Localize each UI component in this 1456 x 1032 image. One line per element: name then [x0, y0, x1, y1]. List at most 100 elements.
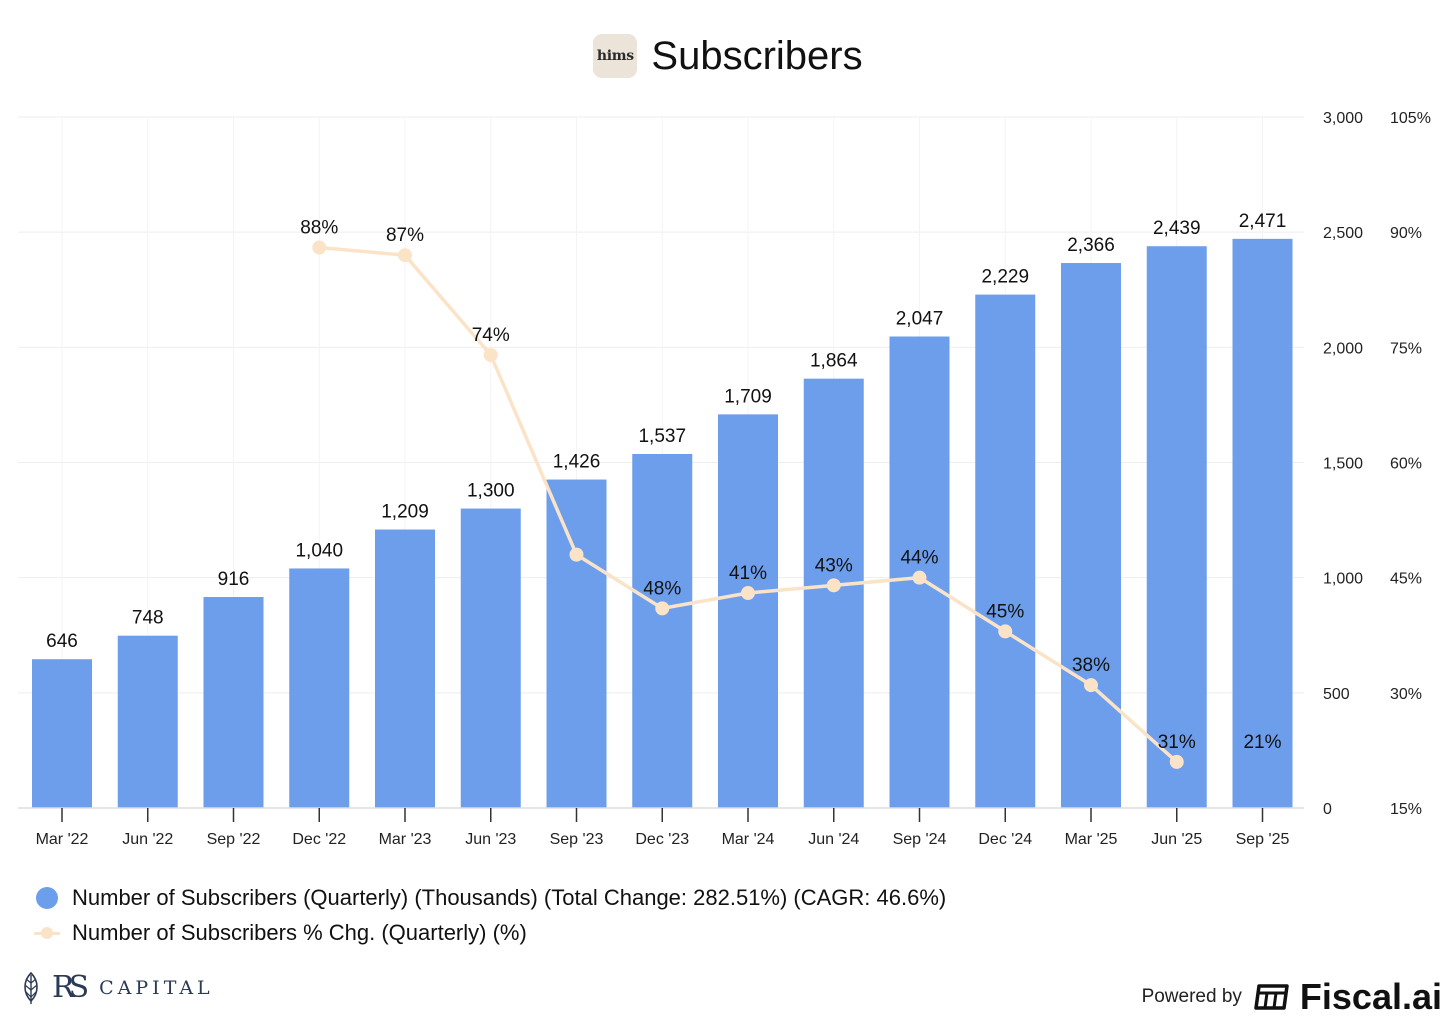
- bar-value-label: 916: [218, 569, 250, 590]
- bar: [1232, 238, 1293, 809]
- legend-marker-line: [34, 922, 60, 944]
- chart-header: hims Subscribers: [0, 28, 1456, 84]
- pct-change-label: 44%: [900, 548, 938, 569]
- pct-change-point: [741, 586, 755, 601]
- y-left-tick-label: 1,500: [1323, 456, 1363, 473]
- bar-value-label: 2,471: [1239, 211, 1287, 232]
- x-tick-label: Sep '22: [207, 831, 261, 848]
- pct-change-point: [1169, 754, 1184, 769]
- x-tick-label: Jun '22: [122, 831, 173, 848]
- bar: [117, 635, 178, 808]
- rs-mark: RS: [52, 970, 89, 1005]
- y-right-tick-label: 45%: [1390, 571, 1422, 588]
- x-tick-label: Jun '24: [808, 831, 859, 848]
- pct-change-label: 88%: [300, 218, 338, 239]
- bar-value-label: 1,537: [638, 426, 686, 447]
- bar: [203, 597, 264, 808]
- pct-change-point: [569, 547, 584, 562]
- bar-value-label: 2,366: [1067, 235, 1115, 256]
- pct-change-label: 31%: [1158, 732, 1196, 753]
- pct-change-label: 48%: [643, 578, 681, 599]
- x-tick-label: Dec '22: [292, 831, 346, 848]
- x-tick-label: Dec '23: [635, 831, 689, 848]
- hims-logo-icon: hims: [593, 34, 638, 78]
- x-tick-label: Jun '23: [465, 831, 516, 848]
- pct-change-point: [826, 578, 841, 593]
- pct-change-point: [312, 240, 327, 255]
- bar-value-label: 2,047: [896, 309, 944, 330]
- y-left-tick-label: 2,000: [1323, 340, 1363, 357]
- fiscal-ai-brand: Fiscal.ai: [1299, 976, 1442, 1017]
- pct-change-point: [398, 248, 412, 263]
- y-right-tick-label: 60%: [1390, 456, 1422, 473]
- bar-value-label: 1,426: [553, 452, 601, 473]
- fiscal-ai-icon: [1254, 984, 1289, 1010]
- legend-item-subscribers[interactable]: Number of Subscribers (Quarterly) (Thous…: [34, 880, 946, 915]
- bar: [1061, 263, 1121, 808]
- x-tick-label: Mar '25: [1065, 831, 1118, 848]
- y-left-tick-label: 0: [1323, 801, 1332, 818]
- x-tick-label: Mar '22: [36, 831, 89, 848]
- bar-value-label: 1,209: [381, 502, 429, 523]
- powered-by-footer: Powered by Fiscal.ai: [1142, 976, 1442, 1018]
- bar: [289, 568, 350, 808]
- pct-change-label: 21%: [1243, 732, 1281, 753]
- bar: [375, 529, 435, 808]
- bar: [460, 508, 521, 808]
- y-axes: 0 500 1,000 1,500 2,000 2,500 3,000 15% 30% 45% 60…: [1323, 110, 1431, 818]
- bar: [718, 414, 778, 808]
- y-left-tick-label: 1,000: [1323, 571, 1363, 588]
- line-layer: [312, 240, 1184, 769]
- x-axis: Mar '22 Jun '22 Sep '22 Dec '22 Mar '23 Jun '…: [18, 807, 1304, 848]
- pct-change-label: 74%: [472, 325, 510, 346]
- legend-label: Number of Subscribers (Quarterly) (Thous…: [72, 884, 947, 910]
- pct-change-label: 45%: [986, 601, 1024, 622]
- bar: [546, 479, 607, 808]
- y-right-tick-label: 75%: [1390, 340, 1422, 357]
- pct-change-point: [998, 624, 1013, 639]
- chart-title: Subscribers: [651, 33, 863, 78]
- pct-change-label: 87%: [386, 225, 424, 246]
- x-tick-label: Jun '25: [1151, 831, 1202, 848]
- bar-value-label: 1,864: [810, 351, 858, 372]
- x-tick-label: Mar '24: [722, 831, 775, 848]
- pct-change-label: 43%: [815, 555, 853, 576]
- y-left-tick-label: 500: [1323, 686, 1350, 703]
- bar: [32, 659, 92, 808]
- leaf-icon: [24, 971, 38, 1004]
- subscribers-chart: 646 748 916 1,040 1,209 1,300 1,426 1,537 1,709 1…: [18, 110, 1431, 848]
- y-right-tick-label: 105%: [1390, 110, 1431, 127]
- x-tick-label: Sep '23: [550, 831, 604, 848]
- bar: [1146, 246, 1207, 809]
- chart-legend: Number of Subscribers (Quarterly) (Thous…: [34, 880, 946, 950]
- y-left-tick-label: 2,500: [1323, 225, 1363, 242]
- bar-value-label: 1,040: [295, 540, 343, 561]
- pct-change-label: 38%: [1072, 655, 1110, 676]
- rs-capital-logo: RS CAPITAL: [20, 970, 214, 1005]
- y-right-tick-label: 30%: [1390, 686, 1422, 703]
- pct-change-point: [912, 570, 927, 585]
- legend-label: Number of Subscribers % Chg. (Quarterly)…: [72, 919, 527, 945]
- x-tick-label: Sep '24: [893, 831, 947, 848]
- bar-value-label: 2,439: [1153, 218, 1201, 239]
- line-labels-layer: 88% 87% 74% 48% 41% 43% 44% 45% 38% 31% 21%: [300, 218, 1281, 753]
- y-right-tick-label: 90%: [1390, 225, 1422, 242]
- legend-marker-bar: [36, 886, 58, 909]
- y-right-tick-label: 15%: [1390, 801, 1422, 818]
- x-tick-label: Sep '25: [1236, 831, 1290, 848]
- legend-line-dot: [41, 926, 53, 939]
- x-tick-label: Dec '24: [978, 831, 1032, 848]
- pct-change-point: [1084, 678, 1098, 693]
- bar-value-label: 646: [46, 631, 78, 652]
- pct-change-label: 41%: [729, 563, 767, 584]
- bar-value-label: 2,229: [981, 267, 1029, 288]
- legend-item-pct-change[interactable]: Number of Subscribers % Chg. (Quarterly)…: [34, 915, 946, 950]
- bar-labels-layer: 646 748 916 1,040 1,209 1,300 1,426 1,537 1,709 1…: [46, 211, 1286, 652]
- bar: [803, 378, 864, 808]
- bar-value-label: 1,300: [467, 481, 515, 502]
- bar-value-label: 1,709: [724, 386, 772, 407]
- bar: [975, 294, 1036, 808]
- bar: [632, 453, 693, 808]
- pct-change-point: [655, 601, 670, 616]
- pct-change-point: [483, 348, 498, 363]
